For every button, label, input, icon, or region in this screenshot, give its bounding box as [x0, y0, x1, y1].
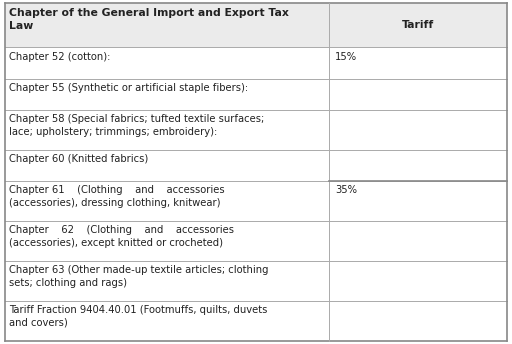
Text: Chapter 55 (Synthetic or artificial staple fibers):: Chapter 55 (Synthetic or artificial stap…	[9, 83, 248, 93]
Bar	[5, 261, 329, 301]
Bar	[329, 78, 507, 110]
Text: Chapter of the General Import and Export Tax
Law: Chapter of the General Import and Export…	[9, 8, 289, 31]
Bar	[329, 110, 507, 150]
Text: Tariff: Tariff	[402, 20, 434, 30]
Bar	[329, 181, 507, 221]
Bar	[329, 47, 507, 78]
Text: Chapter 60 (Knitted fabrics): Chapter 60 (Knitted fabrics)	[9, 154, 148, 164]
Bar	[5, 301, 329, 341]
Bar	[329, 3, 507, 47]
Bar	[5, 110, 329, 150]
Text: Tariff Fraction 9404.40.01 (Footmuffs, quilts, duvets
and covers): Tariff Fraction 9404.40.01 (Footmuffs, q…	[9, 305, 268, 327]
Bar	[5, 78, 329, 110]
Text: 35%: 35%	[335, 185, 357, 195]
Bar	[5, 150, 329, 181]
Text: Chapter 63 (Other made-up textile articles; clothing
sets; clothing and rags): Chapter 63 (Other made-up textile articl…	[9, 265, 269, 288]
Text: Chapter 52 (cotton):: Chapter 52 (cotton):	[9, 52, 111, 62]
Bar	[329, 221, 507, 261]
Bar	[329, 261, 507, 301]
Bar	[5, 181, 329, 221]
Text: Chapter    62    (Clothing    and    accessories
(accessories), except knitted o: Chapter 62 (Clothing and accessories (ac…	[9, 225, 234, 248]
Text: 15%: 15%	[335, 52, 357, 62]
Bar	[5, 221, 329, 261]
Text: Chapter 58 (Special fabrics; tufted textile surfaces;
lace; upholstery; trimming: Chapter 58 (Special fabrics; tufted text…	[9, 114, 265, 137]
Bar	[329, 150, 507, 181]
Text: Chapter 61    (Clothing    and    accessories
(accessories), dressing clothing, : Chapter 61 (Clothing and accessories (ac…	[9, 185, 225, 208]
Bar	[5, 3, 329, 47]
Bar	[5, 47, 329, 78]
Bar	[329, 301, 507, 341]
